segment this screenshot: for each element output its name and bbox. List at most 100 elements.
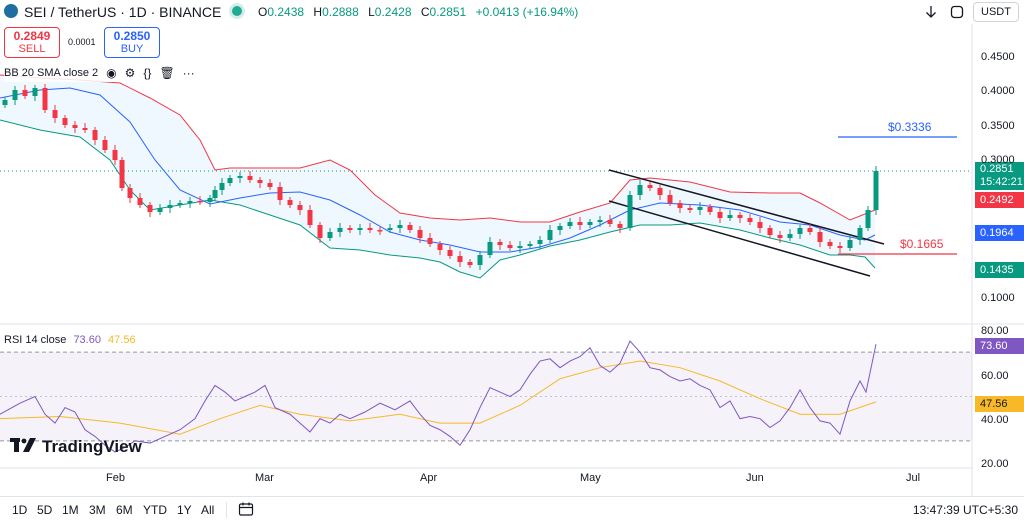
divider xyxy=(226,502,227,518)
candle-body xyxy=(817,232,823,242)
candle-body xyxy=(757,222,763,228)
candle-body xyxy=(187,201,193,203)
candle-body xyxy=(212,190,218,198)
candle-body xyxy=(677,203,683,208)
bottom-bar: 1D 5D 1M 3M 6M YTD 1Y All 13:47:39 UTC+5… xyxy=(0,496,1024,521)
buy-button[interactable]: 0.2850 BUY xyxy=(104,27,160,58)
target-label[interactable]: $0.3336 xyxy=(888,120,932,134)
candle-body xyxy=(407,225,413,230)
range-5d-button[interactable]: 5D xyxy=(37,503,53,517)
candle-body xyxy=(112,150,118,160)
close-key: C xyxy=(420,5,430,19)
candle-body xyxy=(777,235,783,238)
range-ytd-button[interactable]: YTD xyxy=(143,503,167,517)
candle-body xyxy=(527,244,533,246)
rsi-ma-line xyxy=(0,360,877,435)
candle-body xyxy=(267,183,273,187)
eye-icon[interactable]: ◉ xyxy=(106,66,117,80)
bb-legend[interactable]: BB 20 SMA close 2 ◉ ⚙ {} 🗑 ··· xyxy=(4,64,199,82)
candle-body xyxy=(237,176,243,178)
range-6m-button[interactable]: 6M xyxy=(116,503,133,517)
candle-body xyxy=(857,228,863,240)
candle-body xyxy=(327,232,333,238)
bb-upper-tag: 0.2492 xyxy=(975,192,1024,208)
candle-body xyxy=(847,240,853,248)
candle-body xyxy=(507,245,513,248)
rsi-ma-tag: 47.56 xyxy=(975,396,1024,412)
candle-body xyxy=(337,228,343,232)
range-1y-button[interactable]: 1Y xyxy=(177,503,192,517)
currency-button[interactable]: USDT xyxy=(973,2,1019,22)
candle-body xyxy=(577,222,583,225)
range-all-button[interactable]: All xyxy=(201,503,215,517)
settings-icon[interactable]: ⚙ xyxy=(124,66,136,80)
candle-body xyxy=(647,185,653,188)
candle-body xyxy=(873,171,879,210)
candle-body xyxy=(22,90,28,96)
candle-body xyxy=(717,212,723,218)
candle-body xyxy=(737,215,743,218)
candle-body xyxy=(767,228,773,235)
candle-body xyxy=(377,230,383,232)
candle-body xyxy=(557,226,563,230)
candle-body xyxy=(417,230,423,238)
tradingview-logo[interactable]: TradingView xyxy=(10,437,142,457)
candle-body xyxy=(367,228,373,230)
code-icon[interactable]: {} xyxy=(143,66,152,80)
trash-icon[interactable]: 🗑 xyxy=(159,66,175,80)
candle-body xyxy=(747,218,753,222)
more-icon[interactable]: ··· xyxy=(182,66,195,80)
rsi-legend[interactable]: RSI 14 close 73.60 47.56 xyxy=(4,334,136,346)
candle-body xyxy=(487,242,493,255)
symbol-title[interactable]: SEI / TetherUS · 1D · BINANCE xyxy=(24,4,222,20)
chart-area[interactable] xyxy=(0,24,1024,496)
candle-body xyxy=(177,203,183,205)
candle-body xyxy=(427,238,433,244)
fullscreen-icon[interactable] xyxy=(946,2,968,22)
price-tick: 0.1000 xyxy=(981,292,1015,304)
candle-body xyxy=(517,246,523,248)
arrow-down-icon[interactable] xyxy=(920,2,942,22)
candle-body xyxy=(827,242,833,246)
range-1d-button[interactable]: 1D xyxy=(12,503,28,517)
range-3m-button[interactable]: 3M xyxy=(89,503,106,517)
bb-upper-line xyxy=(0,74,876,223)
open-key: O xyxy=(258,5,268,19)
candle-body xyxy=(72,125,78,128)
rsi-tag: 73.60 xyxy=(975,338,1024,354)
spread-value: 0.0001 xyxy=(68,37,96,47)
candle-body xyxy=(127,188,133,198)
sell-button[interactable]: 0.2849 SELL xyxy=(4,27,60,58)
candle-body xyxy=(197,201,203,203)
live-dot-icon xyxy=(232,6,242,16)
candle-body xyxy=(537,240,543,244)
candle-body xyxy=(52,110,58,118)
close-value: 0.2851 xyxy=(429,5,467,19)
candle-body xyxy=(865,210,871,228)
sell-price: 0.2849 xyxy=(13,29,51,43)
price-tick: 0.3500 xyxy=(981,120,1015,132)
candle-body xyxy=(277,187,283,200)
open-value: 0.2438 xyxy=(267,5,305,19)
candle-body xyxy=(617,224,623,228)
candle-body xyxy=(477,255,483,265)
price-tick: 0.3000 xyxy=(981,154,1015,166)
candle-body xyxy=(167,205,173,208)
candle-body xyxy=(92,130,98,140)
candle-body xyxy=(287,200,293,205)
coin-icon xyxy=(4,4,18,18)
price-tick: 0.4500 xyxy=(981,51,1015,63)
candle-body xyxy=(12,90,18,100)
range-1m-button[interactable]: 1M xyxy=(62,503,79,517)
candle-body xyxy=(687,208,693,210)
candle-body xyxy=(587,222,593,225)
calendar-icon[interactable] xyxy=(238,501,254,520)
support-label[interactable]: $0.1665 xyxy=(900,237,944,251)
clock: 13:47:39 UTC+5:30 xyxy=(912,503,1018,517)
rsi-tick: 40.00 xyxy=(981,414,1009,426)
low-value: 0.2428 xyxy=(374,5,412,19)
sell-label: SELL xyxy=(18,43,46,55)
candle-body xyxy=(42,88,48,110)
candle-body xyxy=(567,222,573,226)
rsi-value: 73.60 xyxy=(73,334,101,346)
